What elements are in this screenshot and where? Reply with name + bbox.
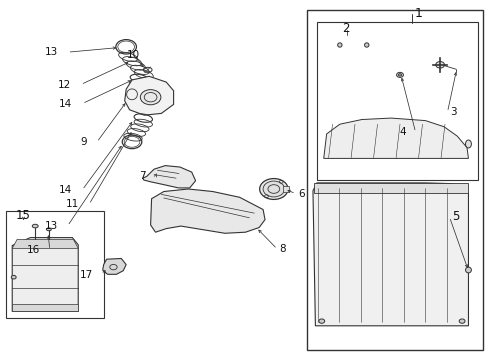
Text: 2: 2 — [342, 22, 349, 35]
Ellipse shape — [397, 74, 401, 76]
Polygon shape — [124, 76, 173, 115]
Ellipse shape — [465, 140, 470, 148]
Polygon shape — [142, 166, 195, 188]
Text: 9: 9 — [80, 137, 87, 147]
Polygon shape — [102, 258, 126, 274]
Polygon shape — [12, 239, 78, 248]
Polygon shape — [323, 118, 468, 158]
Ellipse shape — [46, 228, 51, 231]
Text: 4: 4 — [398, 127, 405, 138]
Text: 1: 1 — [414, 7, 422, 20]
Ellipse shape — [11, 275, 16, 279]
Text: 5: 5 — [451, 210, 458, 223]
Text: 13: 13 — [44, 47, 58, 57]
Text: 13: 13 — [44, 221, 58, 231]
Polygon shape — [12, 238, 78, 311]
Polygon shape — [282, 186, 289, 192]
Text: 10: 10 — [126, 50, 139, 60]
Ellipse shape — [364, 43, 368, 47]
Ellipse shape — [32, 224, 38, 228]
Text: 14: 14 — [59, 99, 72, 109]
Ellipse shape — [140, 90, 161, 105]
Polygon shape — [12, 304, 78, 311]
Text: 17: 17 — [80, 270, 93, 280]
Ellipse shape — [435, 62, 444, 68]
Text: 16: 16 — [27, 245, 40, 255]
Text: 7: 7 — [139, 171, 145, 181]
Ellipse shape — [318, 319, 324, 323]
Text: 15: 15 — [16, 209, 31, 222]
Polygon shape — [150, 189, 264, 233]
Text: 14: 14 — [59, 185, 72, 195]
Text: 11: 11 — [66, 199, 79, 210]
Ellipse shape — [263, 181, 284, 197]
Polygon shape — [313, 183, 468, 193]
Text: 8: 8 — [279, 244, 286, 254]
Text: 6: 6 — [298, 189, 305, 199]
Ellipse shape — [259, 179, 287, 199]
Ellipse shape — [465, 267, 470, 273]
Polygon shape — [312, 183, 468, 326]
Ellipse shape — [337, 43, 341, 47]
Text: 3: 3 — [449, 107, 456, 117]
Ellipse shape — [396, 72, 403, 77]
Text: 12: 12 — [58, 80, 71, 90]
Ellipse shape — [458, 319, 464, 323]
